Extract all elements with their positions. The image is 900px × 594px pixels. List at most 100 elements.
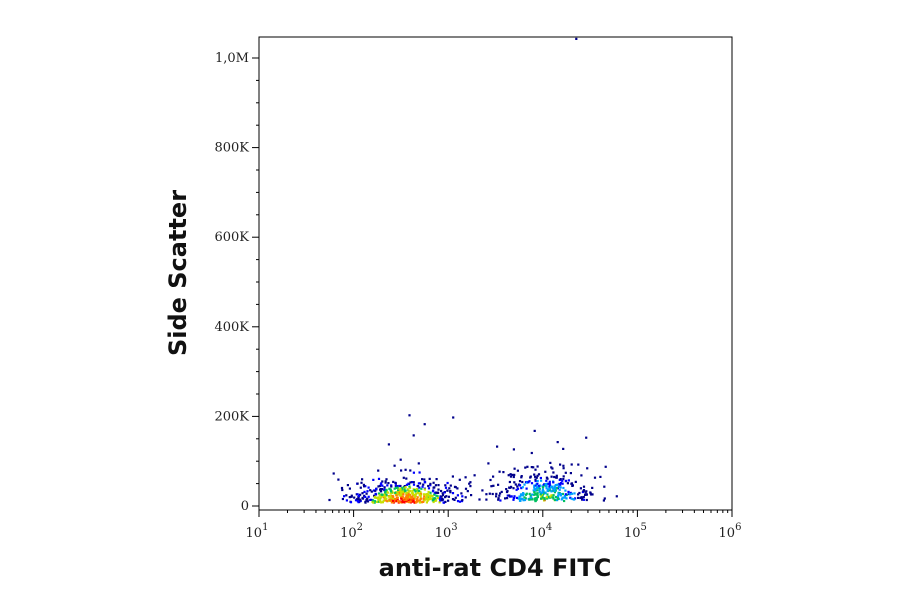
data-point [456,494,459,497]
data-point [413,501,416,504]
data-point [443,491,446,494]
data-point [442,494,445,497]
data-point [559,478,562,481]
data-point [488,492,491,495]
data-point [421,478,424,481]
data-point [389,496,392,499]
data-point [433,497,436,500]
data-point [408,501,411,504]
data-point [456,487,459,490]
data-point [366,490,369,493]
data-point [521,480,524,484]
data-point [558,485,561,488]
data-point [569,491,572,494]
data-point [545,487,548,490]
data-point [435,494,438,497]
data-point [543,498,546,501]
data-point [388,487,391,490]
data-point [419,497,422,500]
data-point [516,469,519,472]
data-point [536,465,539,468]
data-point [551,496,555,499]
data-point [451,475,454,478]
data-point [530,451,533,455]
data-point [411,490,414,493]
data-point [428,497,431,500]
data-point [378,484,382,488]
data-point [579,487,582,490]
data-point [406,497,409,500]
data-point [520,476,523,479]
data-point [567,493,570,496]
data-point [412,500,415,503]
data-point [547,495,550,498]
data-point [422,493,425,496]
data-point [396,498,399,502]
data-point [350,494,353,497]
data-point [403,497,406,500]
data-point [396,492,399,495]
data-point [567,490,570,493]
data-point [563,499,566,503]
data-point [495,495,498,498]
data-point [392,495,395,498]
data-point [376,500,379,503]
data-point [512,448,515,451]
data-point [534,468,537,471]
data-point [386,491,389,494]
data-point [518,497,521,500]
data-point [418,486,421,489]
data-point [401,489,404,493]
data-point [525,492,528,495]
data-points [328,37,618,504]
data-point [446,481,449,485]
data-point [534,484,537,487]
data-point [569,472,572,475]
data-point [550,490,553,493]
data-point [513,481,516,484]
data-point [407,488,410,491]
data-point [412,434,415,437]
data-point [395,494,398,497]
data-point [478,498,481,501]
data-point [444,486,448,489]
data-point [392,499,395,502]
x-tick-label: 102 [340,522,363,541]
data-point [363,490,366,493]
data-point [500,490,503,493]
data-point [416,497,419,500]
x-tick-base: 10 [246,526,263,541]
data-point [436,491,439,494]
data-point [419,490,422,493]
data-point [555,484,558,487]
data-point [523,498,527,502]
data-point [558,482,561,485]
data-point [603,485,606,488]
data-point [429,491,432,494]
data-point [407,499,410,502]
x-tick-base: 10 [435,526,452,541]
x-tick-exponent: 6 [735,522,741,533]
data-point [520,475,523,478]
data-point [454,486,457,489]
data-point [466,490,469,493]
data-point [365,492,368,495]
data-point [562,478,565,481]
data-point [400,487,404,490]
data-point [413,496,416,499]
data-point [559,494,562,497]
data-point [420,487,423,490]
data-point [487,462,490,465]
data-point [407,494,410,497]
data-point [345,494,348,497]
data-point [573,492,576,495]
data-point [577,463,580,466]
data-point [451,492,455,495]
data-point [409,490,412,493]
data-point [345,499,348,502]
data-point [408,485,411,488]
data-point [427,484,430,488]
data-point [385,478,388,481]
data-point [533,429,536,432]
data-point [444,496,447,499]
